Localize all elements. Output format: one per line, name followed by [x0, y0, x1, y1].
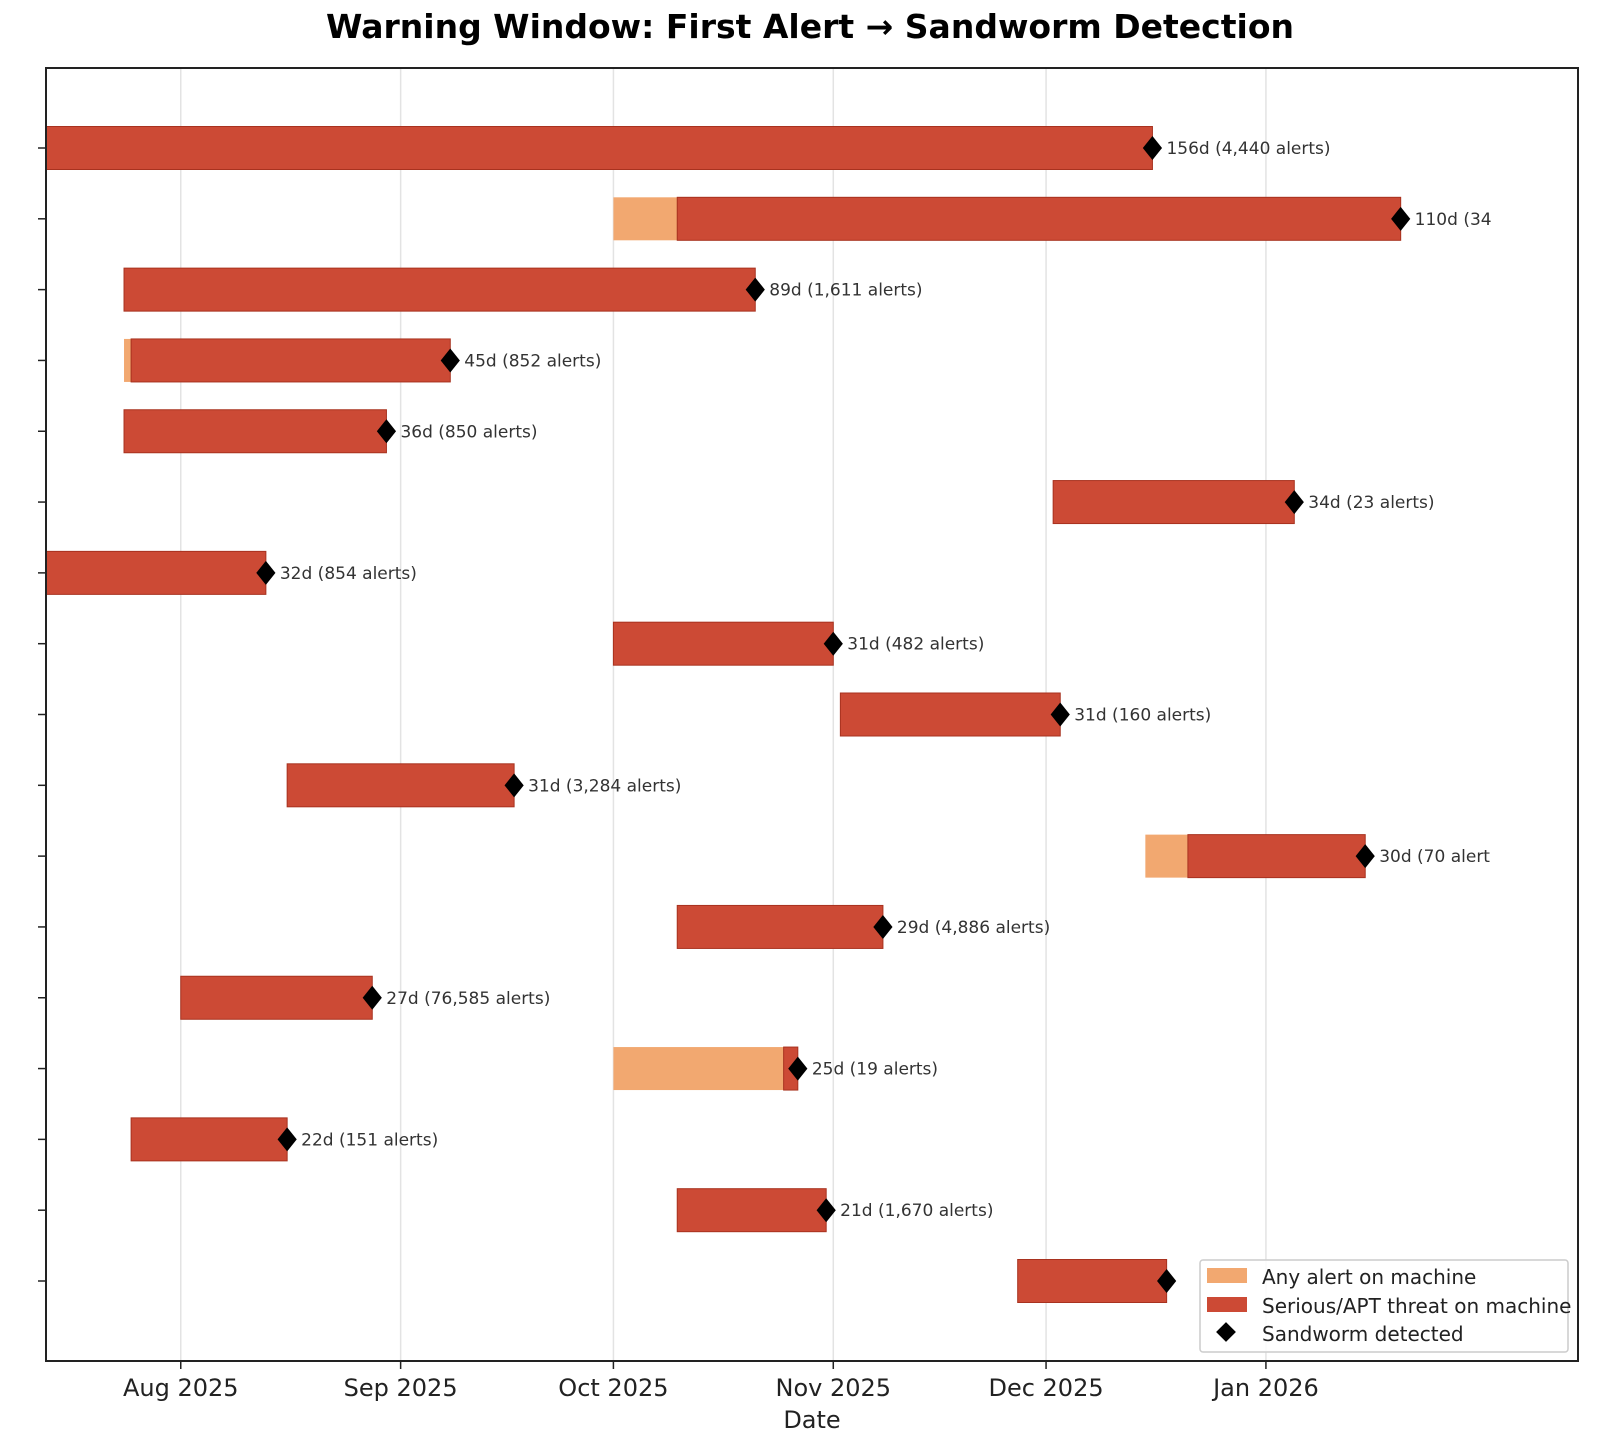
legend-box [1199, 1259, 1569, 1353]
legend-label-any-alert: Any alert on machine [1262, 1265, 1476, 1289]
plot-frame [45, 67, 1579, 1362]
legend: Any alert on machine Serious/APT threat … [1199, 1259, 1571, 1353]
bar-label-11: 29d (4,886 alerts) [897, 918, 1050, 938]
bar-label-8: 31d (160 alerts) [1074, 706, 1211, 726]
detected-marker-1 [1391, 206, 1411, 231]
bar-label-15: 21d (1,670 alerts) [840, 1201, 993, 1221]
serious-bar-2 [123, 267, 756, 312]
detected-marker-8 [1050, 702, 1070, 727]
detected-marker-16 [1157, 1269, 1177, 1293]
serious-bar-15 [676, 1188, 827, 1233]
detected-marker-14 [277, 1127, 297, 1152]
legend-marker-detected [1216, 1322, 1236, 1342]
detected-marker-9 [504, 773, 524, 798]
x-tick-label-2: Oct 2025 [558, 1374, 668, 1402]
bar-label-13: 25d (19 alerts) [812, 1060, 938, 1080]
bar-label-5: 34d (23 alerts) [1308, 493, 1434, 513]
detected-marker-6 [256, 560, 276, 585]
serious-bar-11 [676, 904, 884, 949]
detected-marker-3 [440, 348, 460, 373]
serious-bar-12 [180, 975, 373, 1020]
bar-label-1: 110d (34 [1415, 210, 1492, 230]
bars [45, 126, 1402, 1303]
x-tick-label-0: Aug 2025 [123, 1374, 239, 1402]
serious-bar-8 [839, 692, 1061, 737]
serious-bar-9 [286, 763, 515, 808]
bar-label-4: 36d (850 alerts) [400, 422, 537, 442]
any-alert-bar-3 [124, 338, 132, 382]
bar-label-9: 31d (3,284 alerts) [528, 776, 681, 796]
detected-marker-0 [1142, 136, 1163, 160]
x-axis-label: Date [783, 1406, 840, 1434]
detected-marker-13 [788, 1056, 808, 1081]
serious-bar-16 [1017, 1259, 1168, 1303]
chart-title: Warning Window: First Alert → Sandworm D… [326, 7, 1294, 46]
x-tick-label-4: Dec 2025 [988, 1374, 1103, 1402]
detected-marker-10 [1355, 844, 1375, 869]
bar-label-7: 31d (482 alerts) [847, 635, 984, 655]
x-axis-ticks: Aug 2025 Sep 2025 Oct 2025 Nov 2025 Dec 2025… [123, 1361, 1319, 1402]
bar-labels: 156d (4,440 alerts) 110d (34 89d (1,611 al… [280, 139, 1492, 1221]
serious-bar-5 [1052, 480, 1295, 525]
detected-marker-7 [823, 631, 843, 656]
any-alert-bar-13 [613, 1047, 784, 1091]
serious-bar-6 [45, 550, 267, 595]
bar-label-0: 156d (4,440 alerts) [1166, 139, 1330, 159]
detected-marker-5 [1284, 490, 1304, 515]
bar-label-10: 30d (70 alert [1379, 847, 1490, 867]
y-axis-ticks [38, 147, 46, 1282]
detected-marker-12 [362, 985, 382, 1010]
serious-bar-1 [676, 196, 1402, 241]
detection-markers [256, 136, 1411, 1293]
bar-label-6: 32d (854 alerts) [280, 564, 417, 584]
bar-label-12: 27d (76,585 alerts) [386, 989, 550, 1009]
serious-bar-0 [45, 126, 1153, 170]
serious-bar-14 [130, 1117, 288, 1162]
legend-swatch-serious [1207, 1297, 1247, 1312]
x-tick-label-1: Sep 2025 [344, 1374, 458, 1402]
any-alert-bar-10 [1145, 834, 1188, 878]
x-tick-label-3: Nov 2025 [776, 1374, 892, 1402]
legend-label-serious: Serious/APT threat on machine [1262, 1294, 1571, 1318]
detected-marker-2 [745, 277, 765, 302]
bar-label-3: 45d (852 alerts) [464, 351, 601, 371]
bar-label-14: 22d (151 alerts) [301, 1130, 438, 1150]
serious-bar-3 [130, 338, 451, 383]
detected-marker-4 [376, 419, 397, 444]
legend-label-detected: Sandworm detected [1262, 1322, 1464, 1346]
serious-bar-4 [123, 409, 387, 454]
legend-swatch-any-alert [1207, 1268, 1247, 1283]
detected-marker-11 [873, 914, 893, 939]
serious-bar-10 [1187, 834, 1366, 879]
any-alert-bar-1 [613, 197, 678, 241]
detected-marker-15 [816, 1198, 836, 1223]
x-tick-label-5: Jan 2026 [1211, 1374, 1319, 1402]
bar-label-2: 89d (1,611 alerts) [769, 281, 922, 301]
serious-bar-7 [612, 621, 834, 666]
